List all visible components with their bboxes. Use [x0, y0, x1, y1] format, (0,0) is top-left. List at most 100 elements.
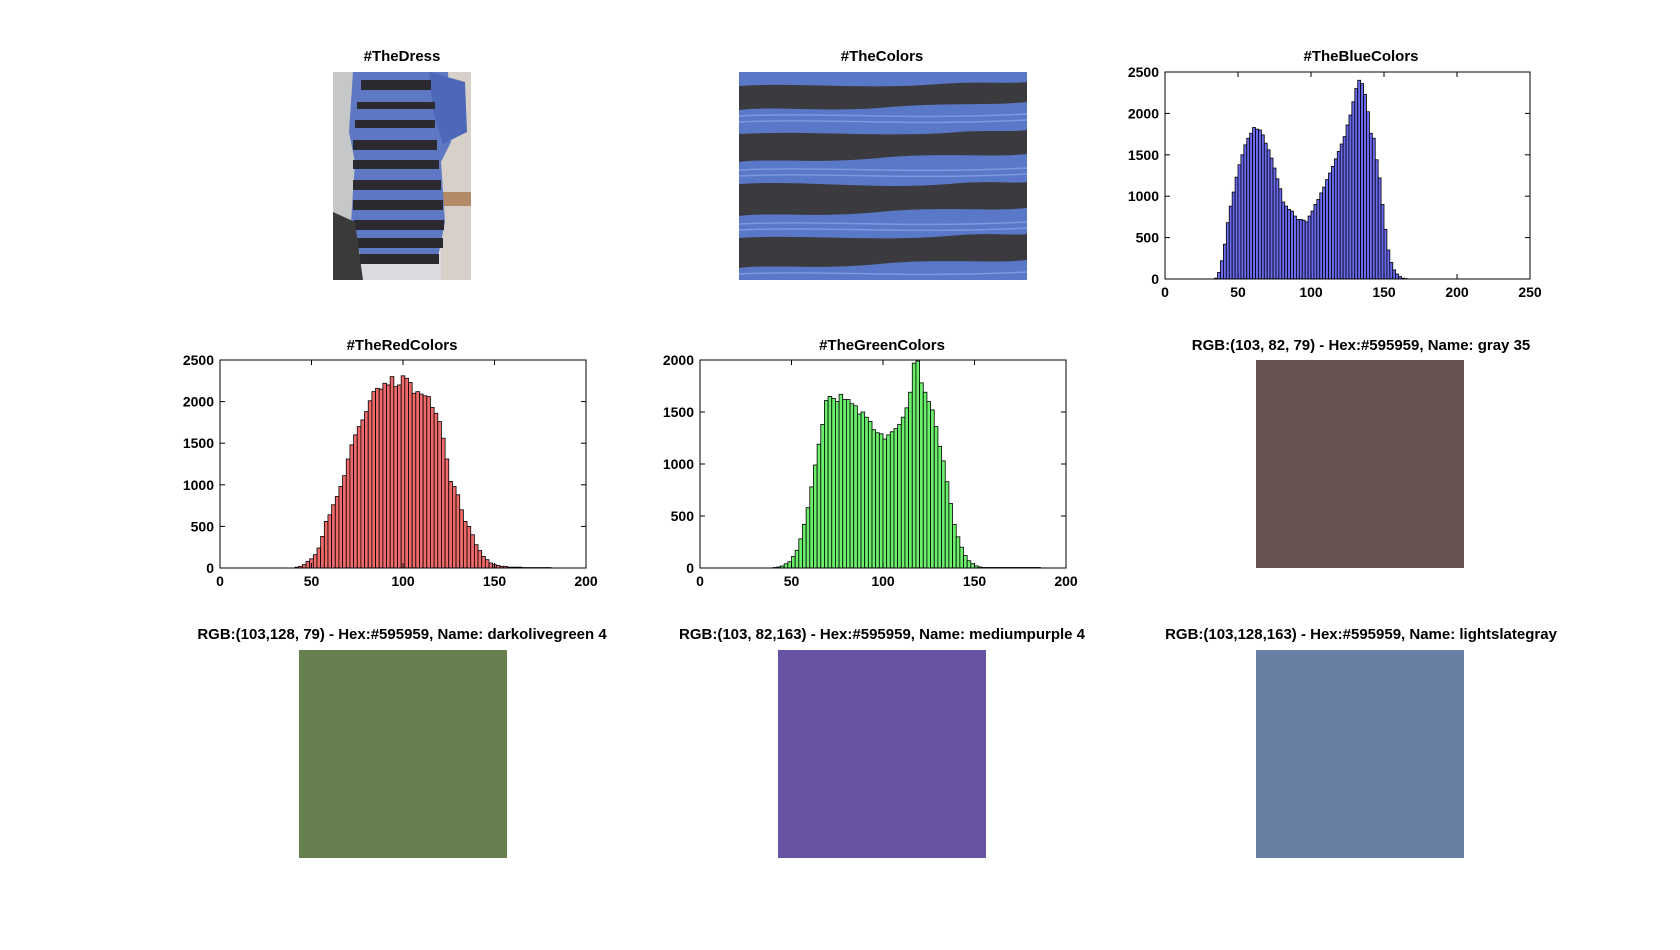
green-bar: [849, 403, 855, 569]
red-bar: [364, 411, 369, 569]
green-bar: [813, 464, 818, 569]
blue-axes-box: [1164, 71, 1531, 280]
green-bar: [933, 426, 939, 569]
blue-xtick-label: 150: [1372, 284, 1396, 300]
green-bar: [966, 560, 972, 569]
red-ytick-label: 1500: [183, 435, 214, 451]
green-bars: [772, 360, 1041, 569]
green-bar: [875, 432, 880, 569]
blue-xtick-label: 200: [1445, 284, 1469, 300]
blue-bar: [1395, 273, 1399, 280]
red-bar: [356, 426, 362, 569]
green-bar: [886, 434, 891, 569]
red-bar: [430, 407, 435, 569]
blue-bar: [1234, 176, 1239, 280]
blue-ytick-label: 500: [1136, 230, 1160, 246]
red-bar: [400, 375, 406, 569]
green-bar: [900, 416, 906, 569]
red-bar: [455, 494, 461, 569]
red-bar: [441, 437, 446, 569]
swatch-slate: [1256, 650, 1464, 858]
blue-bar: [1374, 159, 1379, 280]
red-bar: [360, 419, 365, 569]
green-bar: [955, 536, 961, 569]
green-bar: [922, 391, 928, 569]
green-bar: [853, 405, 858, 569]
blue-bar: [1249, 132, 1253, 280]
blue-xtick-label: 100: [1299, 284, 1323, 300]
green-bar: [798, 538, 803, 569]
green-bar: [787, 561, 792, 569]
red-bar: [462, 521, 468, 569]
blue-ytick-label: 2500: [1128, 64, 1159, 80]
green-bar: [860, 411, 866, 569]
green-bar: [889, 431, 895, 569]
red-bar: [477, 550, 483, 569]
green-bar: [824, 400, 829, 569]
red-xtick-label: 50: [304, 573, 320, 589]
red-bar: [408, 382, 413, 569]
blue-bar: [1371, 137, 1376, 280]
green-ytick-label: 1000: [663, 456, 694, 472]
green-ytick-label: 0: [686, 560, 694, 576]
red-bar: [459, 509, 464, 569]
blue-bar: [1377, 177, 1382, 280]
swatch-gray-title: RGB:(103, 82, 79) - Hex:#595959, Name: g…: [1191, 337, 1531, 354]
blue-bar: [1354, 88, 1359, 280]
green-bar: [867, 420, 873, 569]
green-bar: [926, 401, 931, 569]
blue-bar: [1252, 127, 1256, 280]
blue-bar: [1389, 262, 1394, 280]
green-bar: [893, 428, 899, 569]
blue-bar: [1339, 143, 1344, 280]
blue-bar: [1231, 191, 1236, 280]
blue-histogram-title: #TheBlueColors: [1303, 48, 1419, 65]
dress-photo: [333, 72, 471, 280]
green-bar: [842, 399, 847, 569]
green-bar: [930, 409, 935, 569]
green-bar: [937, 445, 942, 569]
red-bar: [422, 395, 428, 569]
blue-xtick-label: 250: [1518, 284, 1542, 300]
blue-ytick-label: 2000: [1128, 105, 1159, 121]
red-bar: [411, 392, 417, 569]
blue-ytick-label: 1500: [1128, 147, 1159, 163]
green-bar: [827, 396, 833, 569]
blue-bar: [1275, 178, 1280, 280]
red-bar: [353, 434, 358, 569]
red-bar: [437, 421, 442, 569]
swatch-green: [299, 650, 507, 858]
red-bar: [367, 400, 373, 569]
red-bar: [320, 535, 325, 569]
green-bar: [944, 481, 950, 569]
green-xtick-label: 50: [784, 573, 800, 589]
blue-bar: [1260, 134, 1265, 280]
blue-bar: [1281, 201, 1286, 280]
red-bar: [382, 382, 387, 569]
blue-bar: [1228, 205, 1233, 280]
blue-ytick-label: 0: [1151, 271, 1159, 287]
red-ytick-label: 500: [191, 518, 215, 534]
blue-ytick-label: 1000: [1128, 188, 1159, 204]
red-xtick-label: 150: [483, 573, 507, 589]
green-bar: [864, 416, 869, 569]
red-bar: [452, 486, 457, 569]
blue-bar: [1368, 132, 1373, 280]
red-ytick-label: 1000: [183, 477, 214, 493]
green-xtick-label: 150: [963, 573, 987, 589]
blue-bar: [1304, 221, 1309, 280]
red-bar: [481, 555, 486, 569]
red-bar: [389, 376, 395, 569]
blue-bar: [1319, 192, 1324, 280]
red-bar: [338, 486, 344, 569]
blue-bar: [1284, 205, 1289, 280]
dress-title: #TheDress: [363, 48, 441, 65]
blue-bars: [1214, 79, 1408, 280]
swatch-green-title: RGB:(103,128, 79) - Hex:#595959, Name: d…: [197, 626, 607, 643]
red-bar: [386, 384, 391, 569]
blue-xtick-label: 0: [1161, 284, 1169, 300]
blue-bar: [1269, 157, 1274, 280]
red-bar: [484, 559, 490, 569]
blue-bar: [1258, 129, 1262, 280]
